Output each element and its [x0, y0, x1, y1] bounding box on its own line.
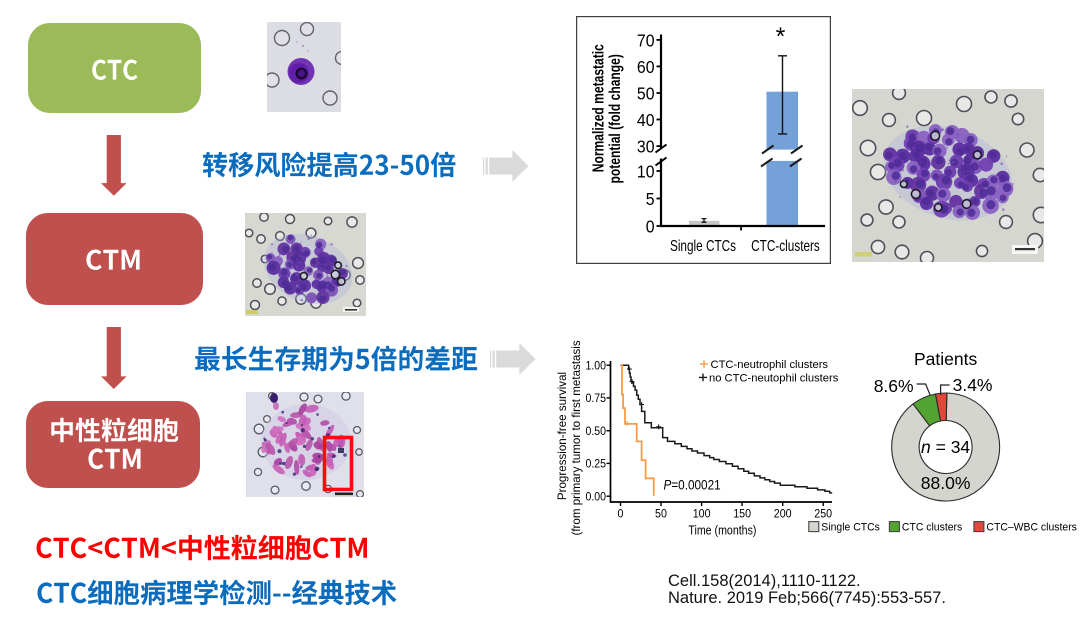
svg-text:P=0.00021: P=0.00021: [664, 477, 721, 493]
svg-text:0.50: 0.50: [585, 425, 606, 438]
svg-text:0.75: 0.75: [585, 393, 606, 406]
svg-text:200: 200: [774, 508, 792, 520]
svg-text:8.6%: 8.6%: [874, 376, 914, 396]
svg-text:3.4%: 3.4%: [953, 375, 993, 395]
svg-text:0: 0: [618, 508, 624, 520]
svg-text:Time (months): Time (months): [688, 524, 756, 538]
svg-text:5: 5: [646, 189, 655, 209]
svg-text:250: 250: [814, 508, 832, 520]
svg-text:CTC–WBC clusters: CTC–WBC clusters: [986, 521, 1076, 533]
svg-text:150: 150: [733, 508, 751, 520]
svg-text:n = 34: n = 34: [921, 437, 970, 457]
svg-text:40: 40: [637, 110, 655, 130]
svg-text:100: 100: [693, 508, 711, 520]
svg-text:70: 70: [637, 30, 655, 50]
svg-text:CTC-clusters: CTC-clusters: [751, 237, 820, 254]
svg-text:0.25: 0.25: [585, 458, 606, 471]
svg-text:Patients: Patients: [914, 349, 977, 369]
svg-text:Normalized metastatic: Normalized metastatic: [589, 44, 607, 172]
svg-text:1.00: 1.00: [585, 360, 606, 373]
svg-text:CTC clusters: CTC clusters: [902, 521, 962, 533]
svg-text:50: 50: [655, 508, 667, 520]
svg-text:0: 0: [646, 216, 655, 236]
svg-text:0.00: 0.00: [585, 491, 606, 504]
svg-text:Single CTCs: Single CTCs: [821, 521, 880, 533]
svg-text:Progression-free survival: Progression-free survival: [556, 372, 569, 500]
svg-text:(from primary tumor to first m: (from primary tumor to first metastasis): [570, 340, 583, 536]
svg-text:potential (fold change): potential (fold change): [606, 54, 624, 183]
svg-text:*: *: [776, 23, 786, 51]
svg-text:50: 50: [637, 83, 655, 103]
svg-text:60: 60: [637, 57, 655, 77]
svg-text:Single CTCs: Single CTCs: [670, 237, 736, 254]
svg-text:CTC-neutrophil clusters: CTC-neutrophil clusters: [711, 359, 829, 371]
svg-text:88.0%: 88.0%: [921, 473, 971, 493]
svg-text:30: 30: [637, 137, 655, 157]
svg-text:no CTC-neutophil clusters: no CTC-neutophil clusters: [709, 372, 839, 384]
svg-text:10: 10: [637, 161, 655, 181]
